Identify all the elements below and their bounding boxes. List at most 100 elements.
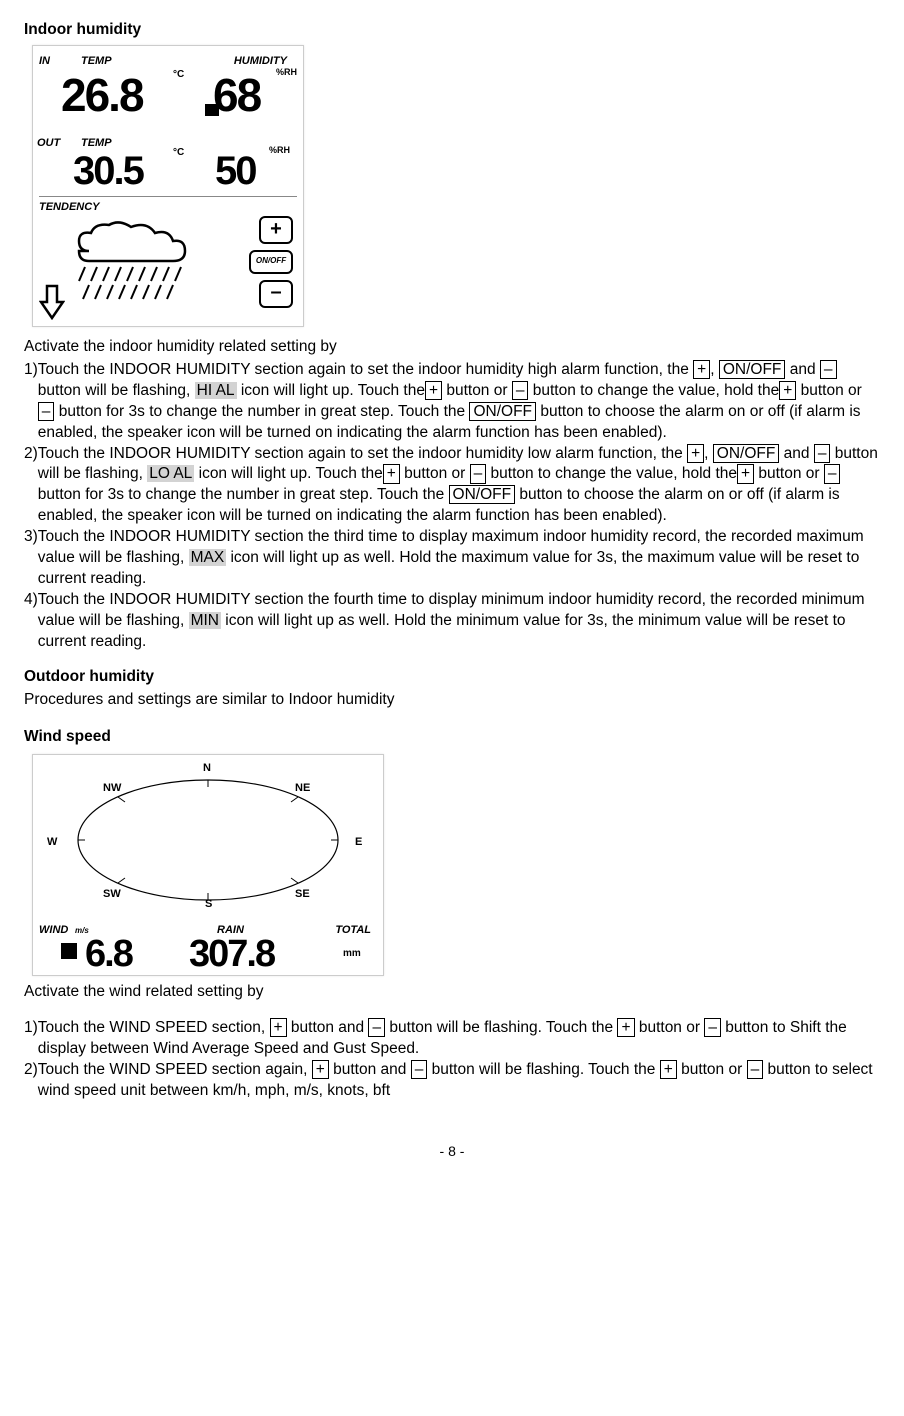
text: button or: [677, 1061, 747, 1078]
compass-s: S: [205, 897, 212, 912]
indoor-intro: Activate the indoor humidity related set…: [24, 337, 880, 358]
compass-se: SE: [295, 887, 310, 902]
list-body: Touch the INDOOR HUMIDITY section the th…: [38, 527, 880, 590]
text: button or: [635, 1019, 705, 1036]
wind-speed-title: Wind speed: [24, 727, 880, 748]
min-label: MIN: [189, 612, 221, 629]
plus-key: +: [270, 1018, 287, 1037]
list-number: 2): [24, 1060, 38, 1102]
text: icon will light up. Touch the: [194, 465, 382, 482]
plus-key: +: [425, 381, 442, 400]
compass-nw: NW: [103, 781, 121, 796]
plus-key: +: [779, 381, 796, 400]
text: button or: [754, 465, 824, 482]
text: button to change the value, hold the: [486, 465, 737, 482]
out-temp-value: 30.5: [73, 144, 143, 198]
minus-key: –: [38, 402, 55, 421]
indoor-step-1: 1) Touch the INDOOR HUMIDITY section aga…: [24, 360, 880, 444]
text: button will be flashing. Touch the: [385, 1019, 617, 1036]
minus-key: –: [814, 444, 831, 463]
wind-step-1: 1) Touch the WIND SPEED section, + butto…: [24, 1018, 880, 1060]
text: button will be flashing. Touch the: [427, 1061, 659, 1078]
out-temp-unit: °C: [173, 146, 184, 160]
text: Touch the WIND SPEED section again,: [38, 1061, 312, 1078]
indoor-humidity-title: Indoor humidity: [24, 20, 880, 41]
list-number: 4): [24, 590, 38, 653]
out-hum-unit: %RH: [269, 146, 290, 155]
total-label: TOTAL: [335, 923, 371, 938]
in-temp-value: 26.8: [61, 64, 143, 126]
list-number: 2): [24, 444, 38, 528]
label-tendency: TENDENCY: [39, 200, 100, 215]
indoor-step-3: 3) Touch the INDOOR HUMIDITY section the…: [24, 527, 880, 590]
rain-unit: mm: [343, 947, 361, 961]
lo-al-label: LO AL: [147, 465, 194, 482]
compass-ne: NE: [295, 781, 310, 796]
wind-label: WIND: [39, 923, 68, 938]
rain-value: 307.8: [189, 929, 274, 980]
text: button and: [329, 1061, 411, 1078]
plus-key: +: [617, 1018, 634, 1037]
hand-pointer-icon: [185, 98, 223, 120]
text: button or: [796, 382, 862, 399]
list-body: Touch the INDOOR HUMIDITY section the fo…: [38, 590, 880, 653]
list-body: Touch the INDOOR HUMIDITY section again …: [38, 360, 880, 444]
outdoor-humidity-title: Outdoor humidity: [24, 667, 880, 688]
text: Touch the INDOOR HUMIDITY section again …: [38, 361, 693, 378]
compass-e: E: [355, 835, 362, 850]
text: button to change the value, hold the: [528, 382, 779, 399]
hand-pointer-icon: [39, 937, 81, 963]
label-in: IN: [39, 54, 50, 69]
plus-key: +: [660, 1060, 677, 1079]
plus-key: +: [693, 360, 710, 379]
minus-key: –: [704, 1018, 721, 1037]
minus-key: –: [820, 360, 837, 379]
minus-key: –: [368, 1018, 385, 1037]
text: ,: [704, 445, 713, 462]
text: ,: [710, 361, 719, 378]
text: Touch the WIND SPEED section,: [38, 1019, 270, 1036]
indoor-step-2: 2) Touch the INDOOR HUMIDITY section aga…: [24, 444, 880, 528]
onoff-key: ON/OFF: [713, 444, 780, 463]
list-body: Touch the WIND SPEED section again, + bu…: [38, 1060, 880, 1102]
text: button or: [400, 465, 470, 482]
plus-key: +: [383, 464, 400, 483]
label-out: OUT: [37, 136, 60, 151]
indoor-humidity-display: IN TEMP HUMIDITY 26.8 °C 68 %RH OUT TEMP…: [32, 45, 304, 327]
onoff-button[interactable]: ON/OFF: [249, 250, 293, 274]
list-body: Touch the WIND SPEED section, + button a…: [38, 1018, 880, 1060]
wind-value: 6.8: [85, 929, 132, 980]
list-number: 1): [24, 1018, 38, 1060]
minus-button[interactable]: –: [259, 280, 293, 308]
wind-speed-display: N NW NE W E SW S SE WIND m/s RAIN TOTAL …: [32, 754, 384, 976]
text: button for 3s to change the number in gr…: [38, 486, 449, 503]
onoff-key: ON/OFF: [469, 402, 536, 421]
text: button will be flashing,: [38, 382, 195, 399]
plus-key: +: [687, 444, 704, 463]
compass-w: W: [47, 835, 57, 850]
weather-rain-icon: [69, 221, 229, 311]
text: and: [785, 361, 819, 378]
minus-key: –: [824, 464, 841, 483]
in-temp-unit: °C: [173, 68, 184, 82]
compass-n: N: [203, 761, 211, 776]
out-hum-value: 50: [215, 144, 256, 198]
text: button and: [287, 1019, 369, 1036]
plus-key: +: [737, 464, 754, 483]
arrow-down-icon: [39, 284, 65, 320]
outdoor-text: Procedures and settings are similar to I…: [24, 690, 880, 711]
hi-al-label: HI AL: [195, 382, 237, 399]
text: icon will light up. Touch the: [237, 382, 425, 399]
list-number: 1): [24, 360, 38, 444]
minus-key: –: [411, 1060, 428, 1079]
plus-button[interactable]: +: [259, 216, 293, 244]
plus-key: +: [312, 1060, 329, 1079]
max-label: MAX: [189, 549, 227, 566]
onoff-key: ON/OFF: [449, 485, 516, 504]
onoff-key: ON/OFF: [719, 360, 786, 379]
minus-key: –: [747, 1060, 764, 1079]
text: button or: [442, 382, 512, 399]
minus-key: –: [512, 381, 529, 400]
page-number: - 8 -: [24, 1142, 880, 1161]
minus-key: –: [470, 464, 487, 483]
